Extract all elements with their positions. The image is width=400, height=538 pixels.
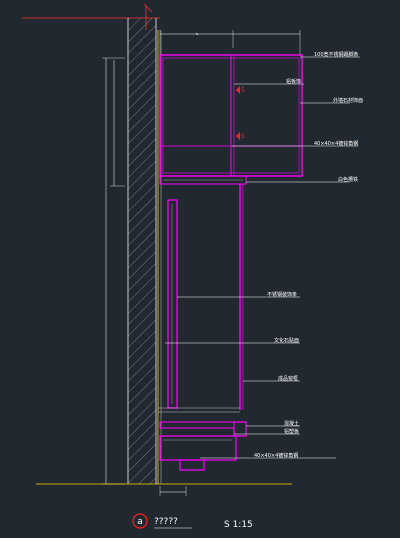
svg-text:5: 5: [241, 133, 245, 140]
drawing-title: ?????: [154, 517, 178, 527]
annotation-7: 文化石贴面: [274, 337, 299, 344]
upper-frame: [159, 54, 303, 177]
concrete-wall: [127, 18, 162, 484]
drawing-scale: S 1:15: [224, 520, 253, 530]
title-block: a ????? S 1:15: [132, 513, 253, 530]
annotation-5: 白色槽铁: [338, 176, 358, 183]
detail-marker-letter: a: [137, 517, 143, 527]
annotation-1: 100宽不锈钢踢脚条: [314, 51, 359, 58]
annotation-3: 外墙石材饰面: [333, 97, 363, 104]
annotation-6: 不锈钢装饰条: [267, 291, 297, 298]
header-beam: [159, 175, 247, 185]
detail-marker-circle: [132, 513, 148, 529]
annotation-10: 铝塑板: [284, 428, 299, 435]
svg-text:5: 5: [241, 87, 245, 94]
top-dimension: [159, 30, 301, 56]
annotation-11: 40×40×4镀锌角钢: [254, 452, 298, 459]
window-sill: [159, 421, 247, 471]
section-markers: 5 5: [236, 86, 245, 140]
left-dimension: [102, 57, 125, 485]
annotation-2: 铝板饰: [286, 78, 301, 85]
annotation-8: 成品窗框: [278, 375, 298, 382]
annotation-9: 混凝土: [284, 420, 299, 427]
annotation-4: 40×40×4镀锌角钢: [314, 140, 358, 147]
leader-lines: [165, 56, 360, 459]
bottom-dimension: [36, 483, 292, 496]
annotations: 100宽不锈钢踢脚条 铝板饰 外墙石材饰面 40×40×4镀锌角钢 白色槽铁 不…: [254, 51, 363, 459]
inner-panel: [158, 199, 240, 413]
